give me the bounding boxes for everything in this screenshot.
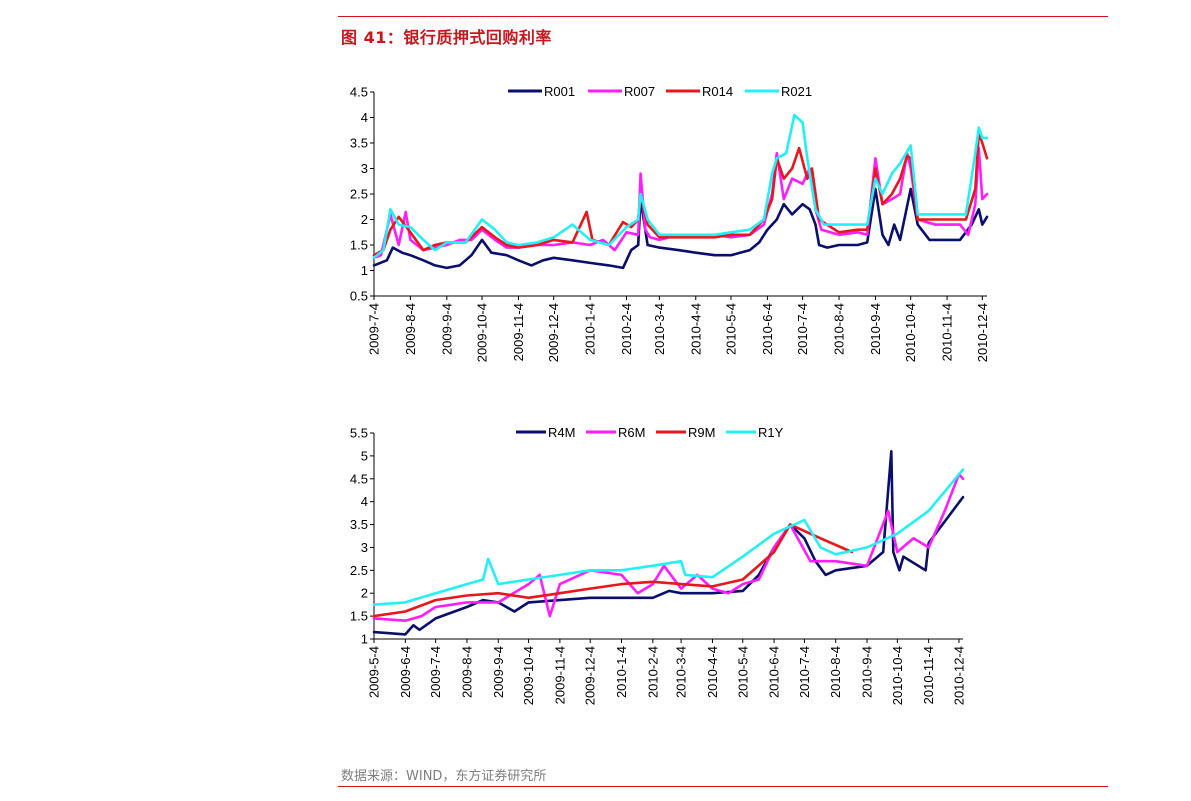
y-tick-label: 4 <box>361 494 368 509</box>
y-tick-label: 3 <box>361 161 368 176</box>
y-tick-label: 3 <box>361 540 368 555</box>
x-tick-label: 2010-3-4 <box>652 303 667 355</box>
top-rule <box>338 16 1108 17</box>
x-tick-label: 2010-5-4 <box>735 646 750 698</box>
y-tick-label: 2 <box>361 212 368 227</box>
x-tick-label: 2010-11-4 <box>940 303 955 361</box>
x-tick-label: 2010-5-4 <box>723 303 738 355</box>
y-tick-label: 1 <box>361 632 368 647</box>
x-tick-label: 2010-7-4 <box>797 646 812 698</box>
x-tick-label: 2009-12-4 <box>546 303 561 362</box>
y-tick-label: 1.5 <box>350 609 368 624</box>
x-tick-label: 2010-4-4 <box>705 646 720 698</box>
x-tick-label: 2009-5-4 <box>367 646 382 698</box>
series-line-r001 <box>372 187 989 270</box>
x-tick-label: 2009-6-4 <box>398 646 413 698</box>
y-tick-label: 5.5 <box>350 426 368 441</box>
bottom-rule <box>338 786 1108 787</box>
x-tick-label: 2010-1-4 <box>614 646 629 698</box>
x-tick-label: 2010-3-4 <box>674 646 689 698</box>
y-tick-label: 2.5 <box>350 563 368 578</box>
series-line-r014 <box>372 131 989 257</box>
y-tick-label: 2 <box>361 586 368 601</box>
y-tick-label: 4 <box>361 110 368 125</box>
x-tick-label: 2009-11-4 <box>511 303 526 361</box>
x-tick-label: 2010-6-4 <box>760 303 775 355</box>
x-tick-label: 2010-12-4 <box>951 646 966 705</box>
y-tick-label: 4.5 <box>350 85 368 100</box>
x-tick-label: 2010-10-4 <box>903 303 918 362</box>
x-tick-label: 2010-8-4 <box>832 303 847 355</box>
y-tick-label: 1 <box>361 263 368 278</box>
y-tick-label: 1.5 <box>350 238 368 253</box>
y-tick-label: 3.5 <box>350 517 368 532</box>
legend-label-r021: R021 <box>781 84 812 99</box>
legend-label-r9m: R9M <box>688 425 715 440</box>
series-line-r6m <box>372 472 965 623</box>
x-tick-label: 2010-8-4 <box>828 646 843 698</box>
y-tick-label: 0.5 <box>350 289 368 304</box>
y-tick-label: 2.5 <box>350 187 368 202</box>
x-tick-label: 2009-9-4 <box>491 646 506 698</box>
legend-label-r6m: R6M <box>618 425 645 440</box>
x-tick-label: 2009-8-4 <box>403 303 418 355</box>
x-tick-label: 2010-1-4 <box>583 303 598 355</box>
x-tick-label: 2010-6-4 <box>767 646 782 698</box>
legend-label-r014: R014 <box>702 84 733 99</box>
x-tick-label: 2010-12-4 <box>975 303 990 362</box>
x-tick-label: 2009-11-4 <box>552 646 567 704</box>
x-tick-label: 2009-9-4 <box>439 303 454 355</box>
figure-title: 图 41：银行质押式回购利率 <box>341 28 552 47</box>
x-tick-label: 2010-7-4 <box>795 303 810 355</box>
y-tick-label: 4.5 <box>350 471 368 486</box>
y-tick-label: 3.5 <box>350 136 368 151</box>
series-line-r9m <box>372 523 854 618</box>
legend-label-r4m: R4M <box>548 425 575 440</box>
x-tick-label: 2009-7-4 <box>428 646 443 698</box>
x-tick-label: 2010-9-4 <box>860 646 875 698</box>
x-tick-label: 2009-7-4 <box>367 303 382 355</box>
x-tick-label: 2010-2-4 <box>619 303 634 355</box>
series-line-r1y <box>372 468 965 607</box>
x-tick-label: 2010-11-4 <box>921 646 936 704</box>
source-note: 数据来源：WIND，东方证券研究所 <box>341 769 547 784</box>
x-tick-label: 2010-2-4 <box>645 646 660 698</box>
x-tick-label: 2010-9-4 <box>868 303 883 355</box>
x-tick-label: 2009-10-4 <box>475 303 490 362</box>
x-tick-label: 2010-4-4 <box>688 303 703 355</box>
x-tick-label: 2010-10-4 <box>890 646 905 705</box>
legend-label-r1y: R1Y <box>758 425 784 440</box>
x-tick-label: 2009-10-4 <box>521 646 536 705</box>
legend-label-r001: R001 <box>544 84 575 99</box>
y-tick-label: 5 <box>361 448 368 463</box>
x-tick-label: 2009-8-4 <box>459 646 474 698</box>
x-tick-label: 2009-12-4 <box>583 646 598 705</box>
legend-label-r007: R007 <box>624 84 655 99</box>
series-line-r021 <box>372 113 989 260</box>
